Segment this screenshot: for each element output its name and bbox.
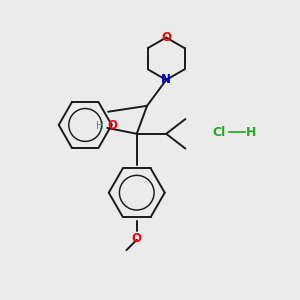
Text: O: O <box>132 232 142 245</box>
Text: Cl: Cl <box>213 126 226 139</box>
Text: O: O <box>107 119 117 132</box>
Text: N: N <box>161 74 171 86</box>
Text: H: H <box>96 121 104 130</box>
Text: O: O <box>161 31 171 44</box>
Text: H: H <box>246 126 256 139</box>
